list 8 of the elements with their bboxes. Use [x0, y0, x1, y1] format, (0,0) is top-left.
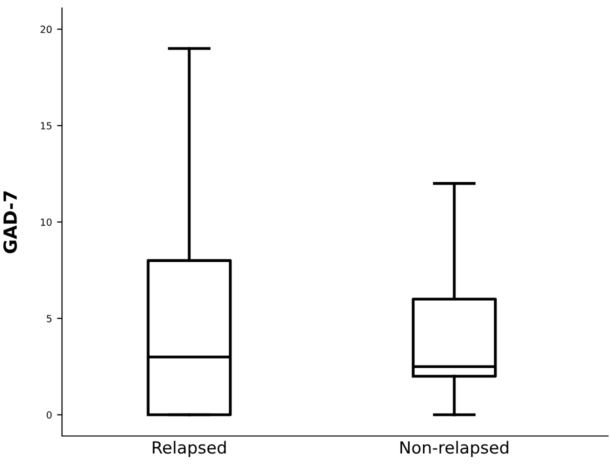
- y-tick-label: 20: [40, 26, 52, 34]
- y-tick-label: 10: [40, 218, 52, 226]
- y-tick-label: 15: [40, 122, 52, 130]
- y-axis-title: GAD-7: [3, 191, 17, 254]
- x-tick-label: Non-relapsed: [400, 440, 508, 457]
- x-tick-label: Relapsed: [152, 440, 226, 457]
- y-tick-label: 5: [46, 315, 52, 322]
- y-tick-label: 0: [46, 411, 52, 419]
